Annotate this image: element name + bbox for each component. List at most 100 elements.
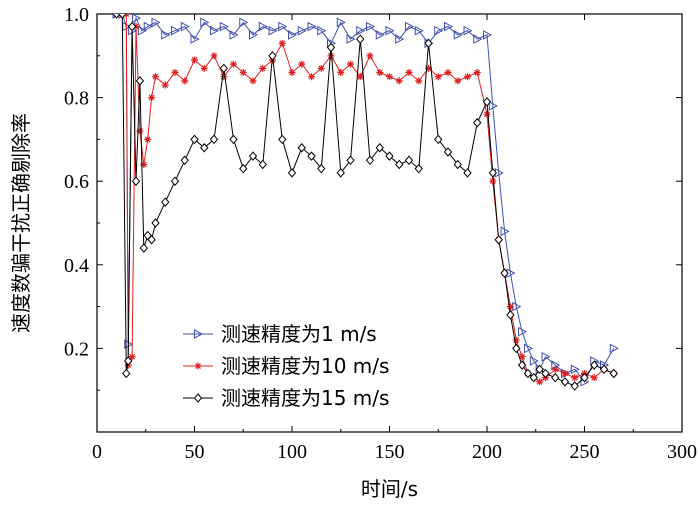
data-point	[161, 81, 169, 89]
data-point	[122, 368, 131, 379]
data-point	[517, 360, 527, 370]
data-point	[523, 368, 533, 379]
x-tick-label: 300	[667, 441, 697, 463]
data-point	[489, 177, 497, 185]
data-point	[356, 34, 365, 44]
series-layer	[112, 14, 619, 391]
data-point	[541, 351, 551, 362]
legend-label: 测速精度为15 m/s	[221, 386, 389, 410]
data-point	[220, 73, 228, 81]
series-3	[112, 14, 618, 391]
data-point	[180, 155, 189, 166]
data-point	[278, 39, 286, 47]
data-point	[434, 25, 444, 36]
data-point	[346, 155, 355, 166]
data-point	[239, 69, 247, 77]
data-point	[444, 21, 454, 32]
data-point	[336, 168, 345, 178]
data-point	[523, 343, 534, 354]
data-point	[551, 372, 560, 383]
data-point	[453, 159, 462, 170]
data-point	[136, 127, 144, 135]
data-point	[473, 117, 482, 128]
data-point	[375, 30, 385, 40]
data-point	[135, 76, 145, 86]
data-point	[385, 151, 394, 161]
data-point	[434, 134, 443, 145]
x-tick-label: 150	[375, 441, 405, 463]
data-point	[376, 69, 384, 77]
legend: 测速精度为1 m/s 测速精度为10 m/s 测速精度为15 m/s	[183, 322, 389, 410]
data-point	[434, 73, 442, 81]
data-point	[317, 25, 327, 36]
data-point	[181, 77, 189, 85]
data-point	[161, 30, 171, 40]
data-point	[366, 52, 374, 60]
data-point	[541, 368, 550, 379]
data-point	[356, 73, 364, 81]
data-point	[307, 151, 316, 161]
data-point	[488, 168, 498, 178]
legend-item: 测速精度为15 m/s	[183, 386, 389, 410]
data-point	[473, 34, 483, 44]
data-point	[453, 30, 463, 40]
y-axis: 0.2 0.4 0.6 0.8 1.0	[64, 4, 682, 391]
data-point	[551, 365, 559, 373]
data-point	[590, 374, 598, 382]
data-point	[580, 372, 589, 383]
data-point	[512, 343, 521, 354]
data-point	[512, 336, 520, 344]
data-point	[200, 17, 210, 28]
x-tick-label: 0	[92, 441, 102, 463]
data-point	[337, 69, 345, 77]
data-point	[259, 64, 267, 72]
data-point	[483, 30, 493, 40]
data-point	[385, 25, 395, 36]
data-point	[147, 234, 156, 245]
data-point	[570, 381, 579, 391]
x-axis-label: 时间/s	[361, 477, 418, 501]
legend-label: 测速精度为1 m/s	[221, 322, 377, 346]
data-point	[599, 364, 609, 375]
data-point	[210, 25, 220, 36]
data-point	[297, 25, 307, 36]
data-point	[229, 30, 239, 40]
data-point	[170, 176, 180, 186]
data-point	[317, 163, 326, 174]
data-point	[395, 34, 405, 44]
data-point	[193, 393, 203, 403]
legend-label: 测速精度为10 m/s	[221, 354, 389, 378]
data-point	[500, 226, 510, 237]
data-point	[190, 134, 199, 145]
data-point	[443, 147, 453, 157]
data-point	[570, 364, 580, 375]
data-point	[248, 151, 258, 161]
x-tick-label: 250	[570, 441, 600, 463]
data-point	[118, 14, 127, 19]
data-point	[230, 60, 237, 68]
y-tick-label: 0.4	[64, 255, 89, 277]
data-point	[415, 77, 423, 85]
data-point	[209, 134, 219, 145]
legend-item: 测速精度为1 m/s	[183, 322, 377, 346]
data-point	[590, 360, 599, 370]
data-point	[327, 52, 335, 60]
data-point	[494, 234, 503, 245]
data-point	[375, 143, 384, 153]
data-point	[200, 143, 209, 153]
data-point	[171, 69, 179, 77]
data-point	[405, 69, 413, 77]
data-point	[356, 25, 366, 36]
y-tick-label: 0.2	[64, 338, 89, 360]
data-point	[560, 377, 570, 387]
data-point	[326, 42, 336, 53]
data-point	[194, 329, 204, 339]
data-point	[482, 97, 492, 107]
data-point	[140, 160, 148, 168]
data-point	[308, 73, 315, 81]
data-point	[365, 155, 375, 166]
data-point	[239, 163, 248, 174]
data-point	[200, 64, 208, 72]
data-point	[190, 34, 200, 44]
data-point	[395, 159, 404, 170]
